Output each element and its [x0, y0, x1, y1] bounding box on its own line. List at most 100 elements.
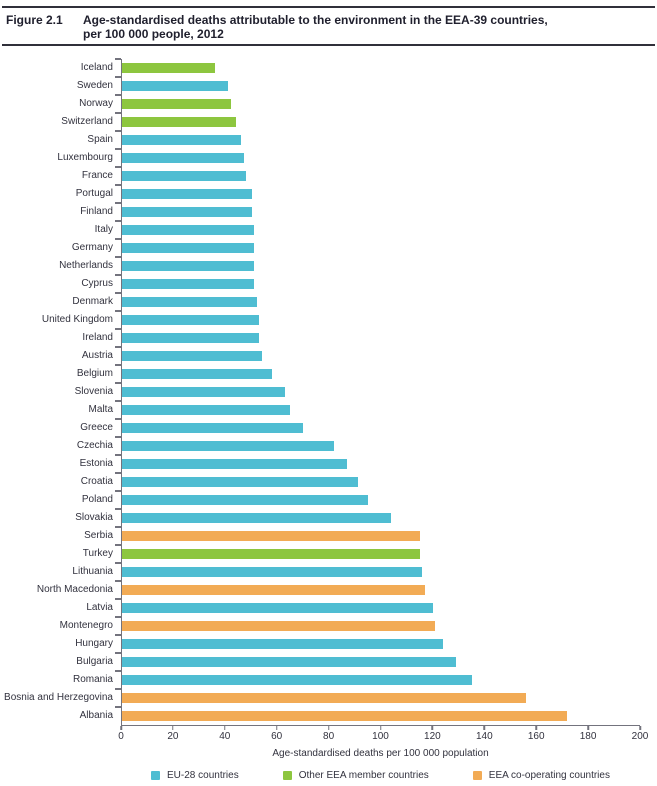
bar-row: Denmark	[0, 292, 657, 311]
x-axis-tick	[379, 726, 382, 730]
y-axis-tick	[115, 346, 121, 348]
bar-track	[115, 598, 640, 617]
bar-track	[115, 688, 640, 707]
bar-track	[115, 148, 640, 167]
country-label: United Kingdom	[41, 314, 113, 325]
country-label: Belgium	[76, 368, 113, 379]
country-label: North Macedonia	[36, 584, 113, 595]
figure-title-line1: Age-standardised deaths attributable to …	[83, 13, 548, 27]
bar-estonia	[122, 459, 348, 469]
bar-track	[115, 220, 640, 239]
x-axis-tick	[639, 726, 641, 730]
bar-track	[115, 76, 640, 95]
country-label: Czechia	[76, 440, 113, 451]
bar-netherlands	[122, 261, 255, 271]
x-axis-tick-label: 80	[323, 731, 335, 742]
bar-row: Montenegro	[0, 616, 657, 635]
bar-track	[115, 508, 640, 527]
bar-row: Romania	[0, 670, 657, 689]
y-axis-tick	[115, 652, 121, 654]
y-axis-tick	[115, 490, 121, 492]
legend-item-eu28: EU-28 countries	[151, 770, 239, 781]
country-label: Turkey	[82, 548, 113, 559]
y-axis-tick	[115, 616, 121, 618]
bar-row: Slovenia	[0, 382, 657, 401]
bar-italy	[122, 225, 255, 235]
bar-track	[115, 58, 640, 77]
legend-swatch-eu28	[151, 771, 161, 780]
country-label: Romania	[72, 674, 113, 685]
bar-row: Latvia	[0, 598, 657, 617]
x-axis-tick-label: 160	[527, 731, 545, 742]
y-axis-tick	[115, 202, 121, 204]
bar-lithuania	[122, 567, 423, 577]
chart-legend: EU-28 countries Other EEA member countrie…	[121, 770, 640, 781]
bar-romania	[122, 675, 472, 685]
x-axis-title: Age-standardised deaths per 100 000 popu…	[272, 748, 489, 759]
x-axis-tick-label: 40	[219, 731, 231, 742]
bar-switzerland	[122, 117, 236, 127]
bar-track	[115, 436, 640, 455]
x-axis-tick	[483, 726, 486, 730]
bar-row: Germany	[0, 238, 657, 257]
bar-track	[115, 562, 640, 581]
y-axis-tick	[115, 580, 121, 582]
y-axis-tick	[115, 598, 121, 600]
bar-track	[115, 454, 640, 473]
bar-row: Norway	[0, 94, 657, 113]
bar-track	[115, 238, 640, 257]
bar-albania	[122, 711, 568, 721]
bar-track	[115, 292, 640, 311]
bar-row: North Macedonia	[0, 580, 657, 599]
y-axis-tick	[115, 112, 121, 114]
bar-track	[115, 328, 640, 347]
bar-track	[115, 130, 640, 149]
country-label: Italy	[94, 224, 113, 235]
bar-portugal	[122, 189, 252, 199]
bar-austria	[122, 351, 262, 361]
bar-track	[115, 580, 640, 599]
bar-track	[115, 112, 640, 131]
y-axis-tick	[115, 472, 121, 474]
bar-iceland	[122, 63, 216, 73]
y-axis-tick	[115, 148, 121, 150]
bar-north-macedonia	[122, 585, 426, 595]
bar-row: Serbia	[0, 526, 657, 545]
bar-germany	[122, 243, 255, 253]
country-label: Slovenia	[74, 386, 113, 397]
bar-ireland	[122, 333, 260, 343]
country-label: Spain	[87, 134, 113, 145]
bar-spain	[122, 135, 242, 145]
bar-track	[115, 634, 640, 653]
country-label: Austria	[81, 350, 113, 361]
bar-chart: Iceland Sweden Norway Switzerland Spain Luxem…	[0, 58, 657, 781]
bar-row: Spain	[0, 130, 657, 149]
figure-title: Age-standardised deaths attributable to …	[83, 12, 548, 41]
country-label: France	[81, 170, 113, 181]
bar-track	[115, 400, 640, 419]
bar-track	[115, 706, 640, 725]
bar-czechia	[122, 441, 335, 451]
country-label: Montenegro	[59, 620, 113, 631]
country-label: Germany	[71, 242, 113, 253]
bar-france	[122, 171, 247, 181]
x-axis-tick	[535, 726, 537, 730]
country-label: Lithuania	[72, 566, 113, 577]
bar-row: Iceland	[0, 58, 657, 77]
figure-header: Figure 2.1 Age-standardised deaths attri…	[0, 6, 657, 46]
country-label: Malta	[88, 404, 113, 415]
header-bottom-rule	[2, 44, 655, 46]
x-axis: 0 20 40 60 80 100 120 140 160 180 200	[118, 725, 648, 744]
bar-track	[115, 256, 640, 275]
bar-row: Luxembourg	[0, 148, 657, 167]
x-axis-tick-label: 0	[118, 731, 124, 742]
y-axis-tick	[115, 526, 121, 528]
bar-track	[115, 490, 640, 509]
bar-track	[115, 274, 640, 293]
x-axis-tick-label: 60	[271, 731, 283, 742]
bar-bulgaria	[122, 657, 457, 667]
x-axis-tick-label: 180	[579, 731, 597, 742]
bar-track	[115, 382, 640, 401]
bar-cyprus	[122, 279, 255, 289]
legend-swatch-coop	[472, 771, 482, 780]
